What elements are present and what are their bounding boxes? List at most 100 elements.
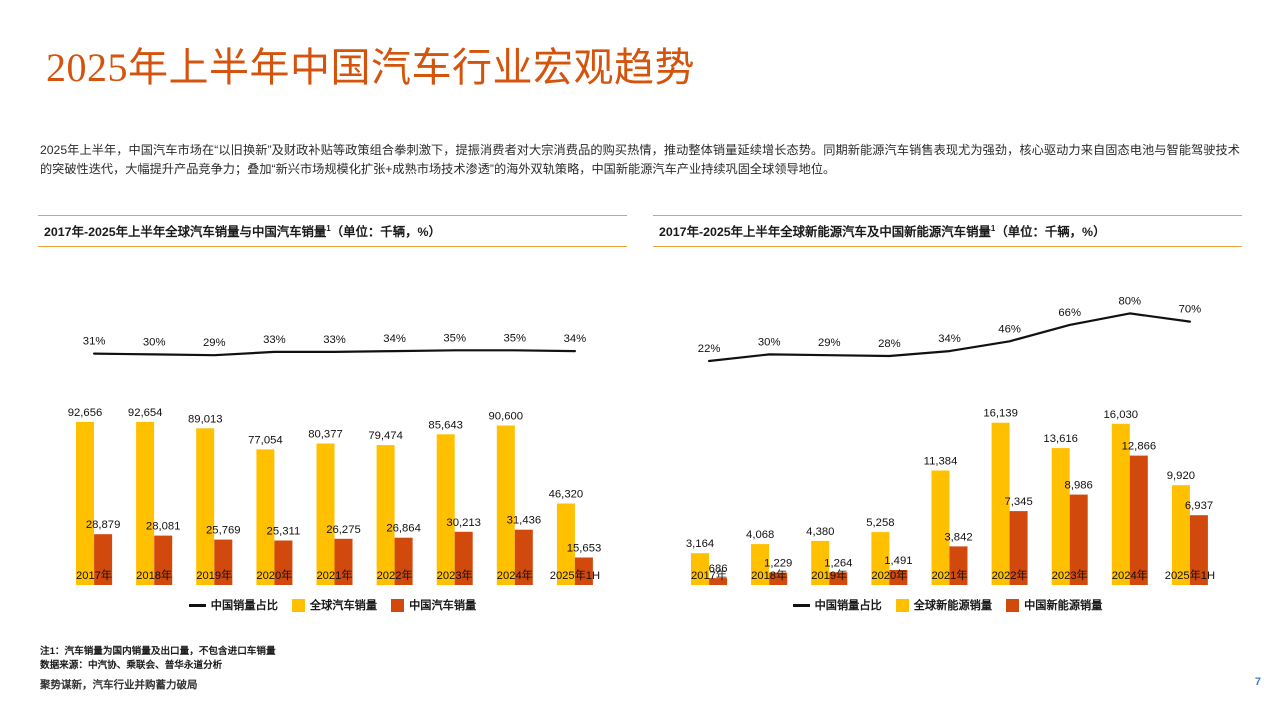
x-tick-2025年1H: 2025年1H: [1164, 570, 1216, 582]
legend-item-中国汽车销量[interactable]: 中国汽车销量: [391, 597, 476, 613]
bar-global-2018年: [751, 544, 770, 585]
legend-label: 中国销量占比: [814, 600, 882, 612]
bar-label-global-2020年: 5,258: [866, 517, 894, 529]
bar-label-global-2022年: 16,139: [983, 408, 1018, 420]
bar-label-china-2022年: 7,345: [1004, 496, 1032, 508]
bar-china-2017年: [709, 578, 728, 585]
line-label-2021年: 33%: [323, 334, 346, 346]
x-tick-2019年: 2019年: [811, 570, 848, 582]
chart-svg-nev-sales: 3,164 686 4,068 1,229 4,380 1,264 5,258 1,491 11…: [686, 295, 1213, 585]
bar-label-global-2021年: 80,377: [308, 429, 343, 441]
legend-auto-sales: 中国销量占比 全球汽车销量 中国汽车销量: [38, 597, 627, 613]
bar-label-global-2019年: 89,013: [188, 413, 223, 425]
line-label-2025年1H: 70%: [1179, 304, 1202, 316]
x-tick-2017年: 2017年: [76, 570, 113, 582]
bar-china-2017年: [94, 534, 113, 585]
bar-china-2022年: [1009, 511, 1028, 585]
line-label-2021年: 34%: [938, 333, 961, 345]
bar-china-2025年1H: [1189, 515, 1208, 585]
bar-label-china-2020年: 25,311: [267, 526, 301, 538]
bar-global-2021年: [931, 470, 950, 585]
bar-label-global-2024年: 90,600: [489, 411, 524, 423]
x-tick-2022年: 2022年: [376, 570, 413, 582]
line-label-2020年: 28%: [878, 338, 901, 350]
bar-china-2024年: [514, 529, 533, 585]
bar-label-china-2018年: 28,081: [146, 521, 181, 533]
bar-global-2023年: [436, 434, 455, 585]
x-tick-2024年: 2024年: [1111, 570, 1148, 582]
bar-label-china-2025年1H: 6,937: [1185, 500, 1213, 512]
bar-global-2024年: [496, 425, 515, 585]
x-tick-2023年: 2023年: [436, 570, 473, 582]
x-tick-2025年1H: 2025年1H: [549, 570, 601, 582]
bar-label-china-2021年: 3,842: [944, 531, 972, 543]
bar-label-china-2022年: 26,864: [386, 523, 421, 535]
x-tick-2024年: 2024年: [496, 570, 533, 582]
legend-item-中国新能源销量[interactable]: 中国新能源销量: [1006, 597, 1102, 613]
legend-item-中国销量占比[interactable]: 中国销量占比: [792, 597, 882, 613]
bar-china-2022年: [394, 537, 413, 585]
bar-label-china-2019年: 1,264: [824, 557, 852, 569]
bar-global-2023年: [1051, 448, 1070, 585]
legend-item-全球汽车销量[interactable]: 全球汽车销量: [291, 597, 378, 613]
bar-label-china-2018年: 1,229: [764, 558, 792, 570]
bar-global-2020年: [256, 449, 275, 585]
chart-title-footnote-marker: 1: [326, 223, 331, 233]
line-label-2024年: 35%: [503, 332, 526, 344]
line-series-china-share: [708, 312, 1191, 363]
legend-label: 中国新能源销量: [1024, 600, 1103, 612]
line-label-2019年: 29%: [818, 337, 841, 349]
chart-title-unit: （单位：千辆，%）: [995, 225, 1106, 239]
chart-title-auto-sales: 2017年-2025年上半年全球汽车销量与中国汽车销量1（单位：千辆，%）: [38, 222, 441, 240]
legend-box-swatch-icon: [291, 598, 305, 612]
bar-label-global-2019年: 4,380: [806, 526, 834, 538]
bar-label-china-2017年: 686: [709, 563, 728, 575]
bar-label-global-2025年1H: 46,320: [549, 489, 584, 501]
x-tick-2018年: 2018年: [136, 570, 173, 582]
footnote-source: 数据来源：中汽协、乘联会、普华永道分析: [40, 660, 223, 671]
bar-china-2023年: [454, 531, 473, 585]
legend-label: 全球新能源销量: [913, 600, 993, 612]
legend-label: 全球汽车销量: [309, 600, 378, 612]
chart-title-unit: （单位：千辆，%）: [330, 225, 441, 239]
legend-line-swatch-icon: [792, 603, 810, 607]
bar-label-global-2018年: 92,654: [128, 407, 163, 419]
bar-global-2018年: [136, 421, 155, 585]
bar-global-2019年: [811, 540, 830, 585]
page-number: 7: [1254, 676, 1261, 688]
bar-china-2021年: [949, 546, 968, 585]
bar-china-2018年: [154, 535, 173, 585]
chart-svg-auto-sales: 92,656 28,879 92,654 28,081 89,013 25,769 77,0…: [68, 332, 602, 585]
chart-panel-auto-sales: 2017年-2025年上半年全球汽车销量与中国汽车销量1（单位：千辆，%） 92…: [38, 215, 627, 635]
bar-label-global-2020年: 77,054: [248, 434, 283, 446]
bar-label-global-2025年1H: 9,920: [1167, 470, 1195, 482]
page-title: 2025年上半年中国汽车行业宏观趋势: [46, 45, 695, 90]
bar-label-global-2024年: 16,030: [1104, 409, 1139, 421]
bar-label-china-2023年: 30,213: [446, 517, 481, 529]
legend-item-中国销量占比[interactable]: 中国销量占比: [188, 597, 278, 613]
line-label-2023年: 66%: [1058, 307, 1081, 319]
intro-paragraph: 2025年上半年，中国汽车市场在“以旧换新”及财政补贴等政策组合拳刺激下，提振消…: [40, 143, 1240, 176]
legend-nev-sales: 中国销量占比 全球新能源销量 中国新能源销量: [653, 597, 1242, 613]
line-label-2018年: 30%: [143, 336, 166, 348]
line-label-2025年1H: 34%: [564, 333, 587, 345]
footnote-1: 注1：汽车销量为国内销量及出口量，不包含进口车销量: [40, 646, 276, 657]
chart-title-text: 2017年-2025年上半年全球汽车销量与中国汽车销量: [44, 225, 327, 239]
legend-label: 中国销量占比: [210, 600, 278, 612]
chart-panel-nev-sales: 2017年-2025年上半年全球新能源汽车及中国新能源汽车销量1（单位：千辆，%…: [653, 215, 1242, 635]
legend-item-全球新能源销量[interactable]: 全球新能源销量: [895, 597, 993, 613]
line-series-china-share: [93, 349, 576, 357]
bar-label-global-2017年: 3,164: [686, 538, 714, 550]
bar-label-china-2024年: 31,436: [507, 515, 542, 527]
bar-label-china-2025年1H: 15,653: [567, 543, 602, 555]
bar-global-2019年: [196, 428, 215, 585]
legend-line-swatch-icon: [188, 603, 206, 607]
bar-china-2020年: [274, 540, 293, 585]
bar-label-china-2020年: 1,491: [884, 555, 912, 567]
chart-title-text: 2017年-2025年上半年全球新能源汽车及中国新能源汽车销量: [659, 225, 991, 239]
bar-china-2018年: [769, 572, 788, 585]
legend-label: 中国汽车销量: [409, 600, 477, 612]
bar-global-2021年: [316, 443, 335, 585]
x-tick-2020年: 2020年: [871, 570, 908, 582]
